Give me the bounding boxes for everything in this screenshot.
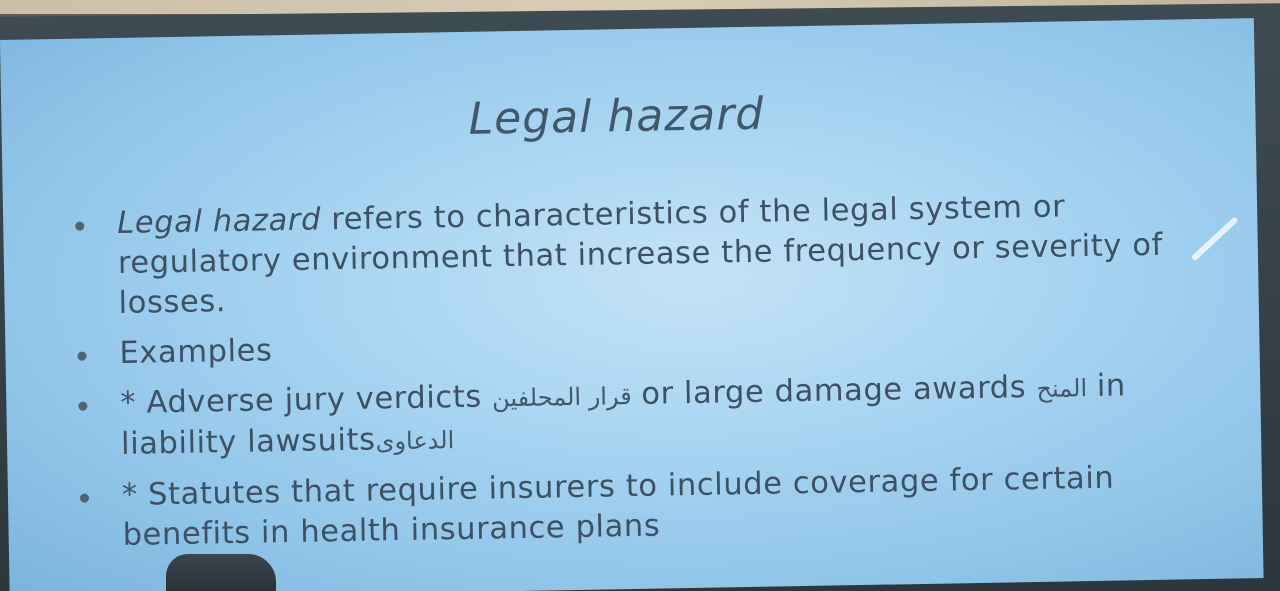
example-text-2: or large damage awards: [631, 369, 1037, 413]
examples-label: Examples: [119, 333, 273, 371]
bullet-examples: Examples: [73, 315, 1184, 374]
example-text-1: * Adverse jury verdicts: [120, 379, 493, 421]
arabic-note-verdict: قرار المحلفين: [491, 382, 632, 413]
term-legal-hazard: Legal hazard: [116, 202, 322, 241]
bullet-definition: Legal hazard refers to characteristics o…: [71, 185, 1183, 324]
bullet-jury-verdicts: * Adverse jury verdicts قرار المحلفين or…: [74, 365, 1185, 466]
arabic-note-awards: المنح: [1036, 374, 1088, 403]
statutes-text: * Statutes that require insurers to incl…: [121, 460, 1115, 553]
foreground-object: [166, 554, 276, 591]
bullet-statutes: * Statutes that require insurers to incl…: [76, 457, 1187, 556]
slide-title: Legal hazard: [468, 88, 765, 145]
bullet-dot-icon: [77, 351, 87, 361]
bullet-dot-icon: [75, 221, 85, 231]
projection-screen: Legal hazard Legal hazard refers to char…: [0, 18, 1264, 591]
bullet-dot-icon: [78, 401, 88, 411]
light-glare: [1190, 216, 1239, 262]
bullet-dot-icon: [79, 493, 90, 503]
bullet-list: Legal hazard refers to characteristics o…: [71, 185, 1187, 566]
arabic-note-lawsuits: الدعاوى: [375, 426, 455, 456]
